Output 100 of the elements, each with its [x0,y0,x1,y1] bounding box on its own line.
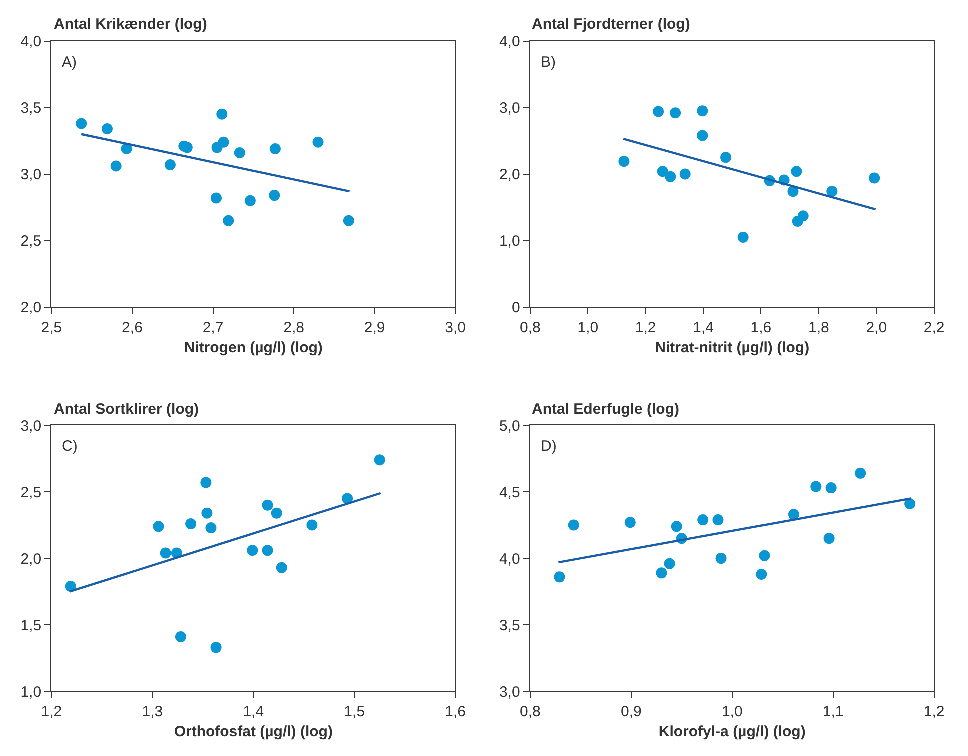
x-tick-label: 1,2 [635,319,656,336]
y-tick-label: 3,5 [499,617,520,634]
y-axis-title: Antal Fjordterner (log) [532,16,690,33]
point [160,548,172,559]
y-tick-label: 4,0 [499,550,520,568]
point [792,216,804,227]
x-tick-label: 2,5 [41,319,62,336]
point [202,508,213,519]
point [697,130,708,142]
point [374,454,386,466]
point [262,545,274,556]
annotation: D) [541,438,557,455]
y-tick-label: 3,0 [499,100,520,118]
point [102,124,113,135]
point [312,136,324,148]
y-tick-label: 4,5 [499,484,520,502]
point [186,518,197,530]
y-tick-label: 2,0 [20,300,42,317]
x-tick-label: 1,0 [578,319,599,336]
x-axis-title: Nitrat-nitrit (µg/l) (log) [655,339,810,356]
y-tick-label: 3,0 [499,684,520,701]
y-tick-label: 2,0 [20,550,42,568]
point [269,190,280,202]
point [218,136,230,148]
point [206,522,217,534]
point [788,509,800,520]
x-tick-label: 2,0 [866,319,888,336]
x-tick-label: 2,8 [284,319,304,336]
y-tick-label: 1,5 [20,617,42,634]
x-tick-label: 1,2 [924,704,945,721]
point [680,168,691,180]
x-tick-label: 2,2 [924,319,945,336]
point [343,215,354,226]
x-tick-label: 1,4 [693,319,714,336]
y-tick-label: 0 [512,300,520,317]
point [824,533,835,544]
point [869,172,880,184]
x-tick-label: 2,6 [122,319,143,336]
y-tick-label: 3,0 [20,166,42,184]
point [262,500,274,511]
point [697,106,708,117]
y-tick-label: 3,0 [20,418,42,435]
point [624,517,636,528]
x-tick-label: 3,0 [445,319,466,336]
point [670,108,682,119]
y-tick-label: 3,5 [20,100,42,118]
x-tick-label: 0,8 [520,319,541,336]
x-tick-label: 0,9 [620,704,642,721]
point [342,493,354,504]
point [671,521,682,532]
x-axis-title: Nitrogen (µg/l) (log) [184,339,323,356]
point [216,108,228,120]
point [855,468,866,479]
point [810,481,822,492]
point [276,562,288,574]
point [554,572,566,583]
y-axis-title: Antal Ederfugle (log) [532,401,680,418]
point [904,498,916,510]
point [223,215,234,226]
point [657,166,668,178]
point [164,159,176,170]
point [664,558,676,570]
point [247,545,258,556]
x-tick-label: 1,2 [41,704,62,721]
point [153,521,164,532]
point [306,520,318,531]
y-tick-label: 2,5 [20,484,42,502]
x-tick-label: 1,6 [445,704,466,721]
y-axis-title: Antal Sortklirer (log) [54,401,200,418]
x-axis-title: Klorofyl-a (µg/l) (log) [658,724,806,741]
point [665,171,676,182]
point [210,192,222,204]
point [568,520,580,531]
x-tick-label: 2,9 [364,319,386,336]
y-axis-title: Antal Krikænder (log) [54,16,208,33]
point [826,482,837,494]
point [791,166,802,178]
point [76,118,88,130]
point [738,232,749,243]
x-tick-label: 2,7 [202,319,224,336]
point [656,568,668,579]
x-tick-label: 1,5 [344,704,366,721]
annotation: C) [62,438,78,455]
point [270,144,281,154]
x-tick-label: 1,0 [722,704,743,721]
point [759,550,770,562]
x-axis-title: Orthofosfat (µg/l) (log) [174,724,333,741]
x-tick-label: 1,3 [142,704,164,721]
point [110,160,122,172]
x-tick-label: 1,4 [243,704,264,721]
y-tick-label: 5,0 [499,418,520,435]
x-tick-label: 1,1 [822,704,844,721]
y-tick-label: 1,0 [499,233,520,250]
y-tick-label: 1,0 [20,684,42,701]
y-tick-label: 4,0 [499,34,520,51]
y-tick-label: 2,5 [20,233,42,250]
point [175,632,186,643]
y-tick-label: 2,0 [499,166,520,184]
point [826,186,838,198]
x-tick-label: 1,6 [750,319,772,336]
